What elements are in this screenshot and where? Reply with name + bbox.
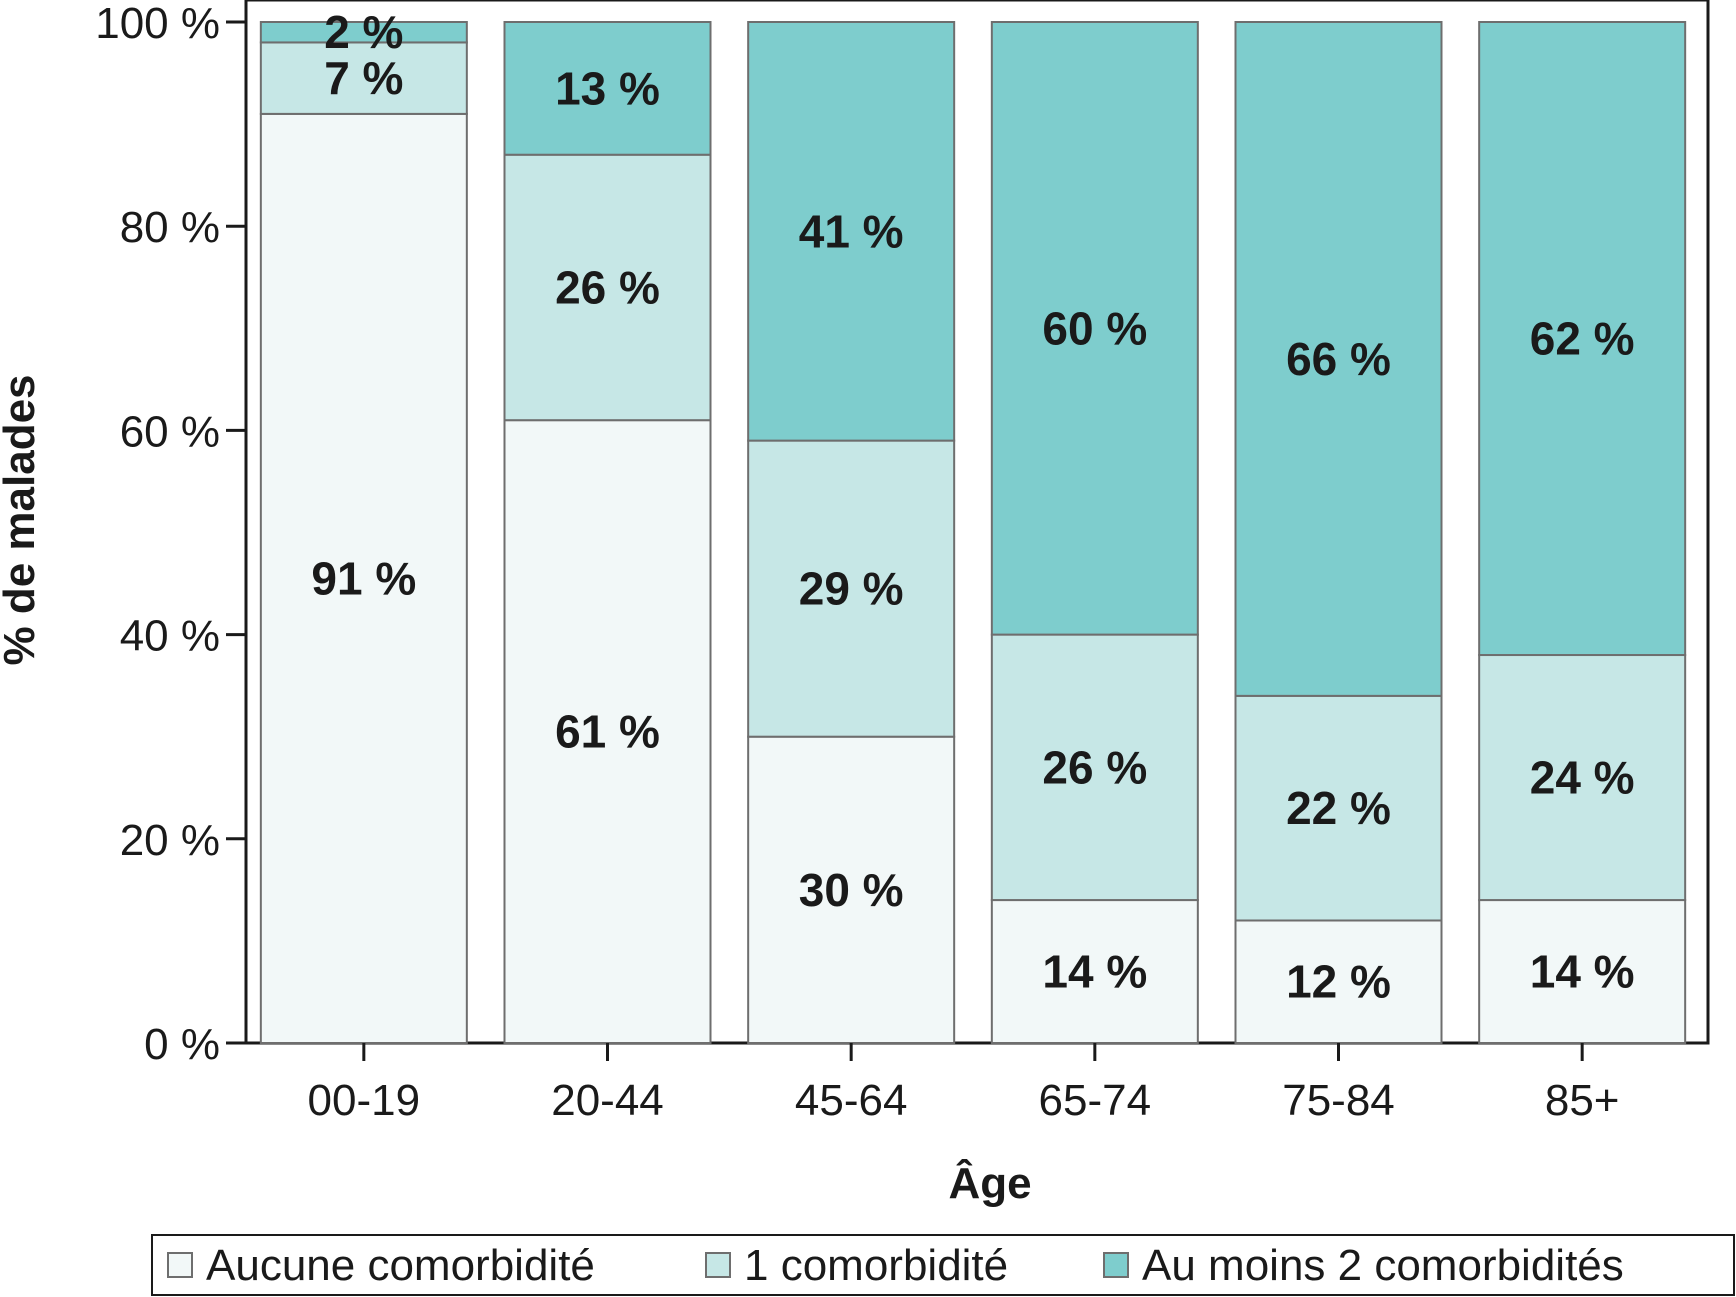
data-label-75-84-series-2: 22 % [1286, 782, 1391, 834]
data-label-65-74-series-2: 26 % [1042, 741, 1147, 793]
bar-85+-series-1 [1478, 899, 1687, 1044]
bar-65-74-series-1 [990, 899, 1199, 1044]
data-label-65-74-series-3: 60 % [1042, 302, 1147, 354]
data-label-45-64-series-1: 30 % [799, 864, 904, 916]
x-tick-label-45-64: 45-64 [795, 1076, 908, 1125]
data-label-85+-series-1: 14 % [1530, 946, 1635, 998]
legend-swatch-series-2 [705, 1252, 731, 1278]
y-tick-label-0: 0 % [144, 1020, 220, 1069]
data-label-00-19-series-2: 7 % [324, 52, 403, 104]
x-tick-label-85+: 85+ [1545, 1076, 1620, 1125]
y-tick-label-40: 40 % [120, 612, 220, 661]
x-tick-label-65-74: 65-74 [1039, 1076, 1152, 1125]
y-tick-label-100: 100 % [95, 0, 220, 48]
bar-20-44-series-1 [503, 419, 712, 1044]
bar-65-74-series-3 [990, 21, 1199, 636]
bar-45-64-series-3 [747, 21, 956, 442]
y-tick-label-20: 20 % [120, 816, 220, 865]
data-label-00-19-series-3: 2 % [324, 6, 403, 58]
x-axis: 00-19 20-44 45-64 65-74 75-84 85+ [308, 1043, 1620, 1125]
x-tick-label-00-19: 00-19 [308, 1076, 421, 1125]
legend-swatch-series-3 [1103, 1252, 1129, 1278]
data-label-75-84-series-3: 66 % [1286, 333, 1391, 385]
bar-20-44-series-2 [503, 153, 712, 422]
y-tick-label-60: 60 % [120, 407, 220, 456]
bar-75-84-series-3 [1234, 21, 1443, 697]
bar-75-84-series-1 [1234, 919, 1443, 1044]
data-label-85+-series-2: 24 % [1530, 752, 1635, 804]
x-axis-title: Âge [948, 1158, 1031, 1208]
bar-75-84-series-2 [1234, 694, 1443, 922]
legend-frame [151, 1234, 1735, 1296]
legend: Aucune comorbidité 1 comorbidité Au moins … [151, 1234, 1735, 1296]
legend-label-series-2: 1 comorbidité [744, 1241, 1008, 1290]
bars-group [259, 21, 1687, 1044]
bar-00-19-series-2 [259, 41, 468, 115]
bar-45-64-series-1 [747, 735, 956, 1044]
data-label-20-44-series-2: 26 % [555, 261, 660, 313]
bar-00-19-series-3 [259, 21, 468, 44]
bar-20-44-series-3 [503, 21, 712, 156]
x-tick-label-20-44: 20-44 [551, 1076, 664, 1125]
data-label-45-64-series-2: 29 % [799, 563, 904, 615]
data-label-65-74-series-1: 14 % [1042, 946, 1147, 998]
data-label-75-84-series-1: 12 % [1286, 956, 1391, 1008]
bar-85+-series-3 [1478, 21, 1687, 657]
y-axis: 0 % 20 % 40 % 60 % 80 % 100 % [95, 0, 246, 1069]
data-label-45-64-series-3: 41 % [799, 205, 904, 257]
data-label-20-44-series-1: 61 % [555, 706, 660, 758]
data-label-20-44-series-3: 13 % [555, 62, 660, 114]
data-label-85+-series-3: 62 % [1530, 313, 1635, 365]
x-tick-label-75-84: 75-84 [1282, 1076, 1395, 1125]
bar-45-64-series-2 [747, 439, 956, 738]
bar-85+-series-2 [1478, 654, 1687, 902]
y-axis-title: % de malades [0, 374, 44, 665]
legend-label-series-1: Aucune comorbidité [206, 1241, 595, 1290]
legend-label-series-3: Au moins 2 comorbidités [1142, 1241, 1624, 1290]
data-labels-group: 91 % 7 %2 % 61 % 26 % 13 % 30 % 29 % 41 % 14 % 26… [311, 6, 1634, 1008]
data-label-00-19-series-1: 91 % [311, 552, 416, 604]
legend-swatch-series-1 [167, 1252, 193, 1278]
plot-frame [244, 0, 1710, 1045]
y-tick-label-80: 80 % [120, 203, 220, 252]
